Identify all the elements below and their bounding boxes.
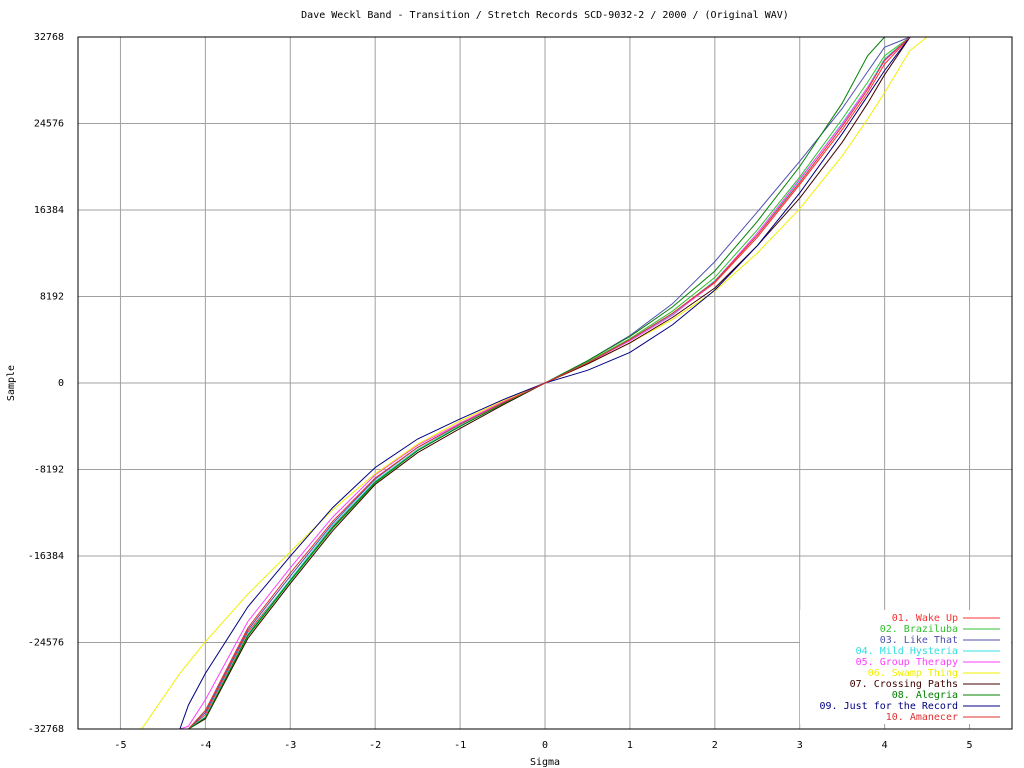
- legend-label: 01. Wake Up: [892, 613, 958, 624]
- x-tick-label: 5: [967, 740, 973, 751]
- legend-label: 02. Braziluba: [880, 624, 958, 635]
- legend-label: 05. Group Therapy: [856, 657, 958, 668]
- y-tick-label: -24576: [28, 638, 64, 649]
- x-tick-label: -4: [199, 740, 211, 751]
- y-tick-label: 24576: [34, 119, 64, 130]
- legend-label: 10. Amanecer: [886, 712, 958, 723]
- plot-border: [77, 36, 1013, 730]
- y-tick-label: -8192: [34, 465, 64, 476]
- y-tick-label: 32768: [34, 32, 64, 43]
- legend-label: 03. Like That: [880, 635, 958, 646]
- x-tick-label: -5: [114, 740, 126, 751]
- x-tick-label: 1: [627, 740, 633, 751]
- legend-label: 07. Crossing Paths: [850, 679, 958, 690]
- x-axis-label: Sigma: [530, 757, 560, 768]
- series-line: [78, 36, 1012, 730]
- y-tick-label: 16384: [34, 205, 64, 216]
- x-tick-label: 3: [797, 740, 803, 751]
- y-tick-label: -16384: [28, 551, 64, 562]
- x-tick-label: -1: [454, 740, 466, 751]
- legend-label: 08. Alegria: [892, 690, 958, 701]
- y-axis-label: Sample: [6, 365, 17, 401]
- y-tick-label: -32768: [28, 724, 64, 735]
- x-tick-label: -3: [284, 740, 296, 751]
- chart-title: Dave Weckl Band - Transition / Stretch R…: [301, 10, 789, 21]
- legend-label: 09. Just for the Record: [820, 701, 958, 712]
- legend-label: 04. Mild Hysteria: [856, 646, 958, 657]
- x-tick-label: -2: [369, 740, 381, 751]
- y-tick-label: 8192: [40, 292, 64, 303]
- legend-label: 06. Swamp Thing: [868, 668, 958, 679]
- x-tick-label: 0: [542, 740, 548, 751]
- x-tick-label: 4: [882, 740, 888, 751]
- x-tick-label: 2: [712, 740, 718, 751]
- y-tick-label: 0: [58, 378, 64, 389]
